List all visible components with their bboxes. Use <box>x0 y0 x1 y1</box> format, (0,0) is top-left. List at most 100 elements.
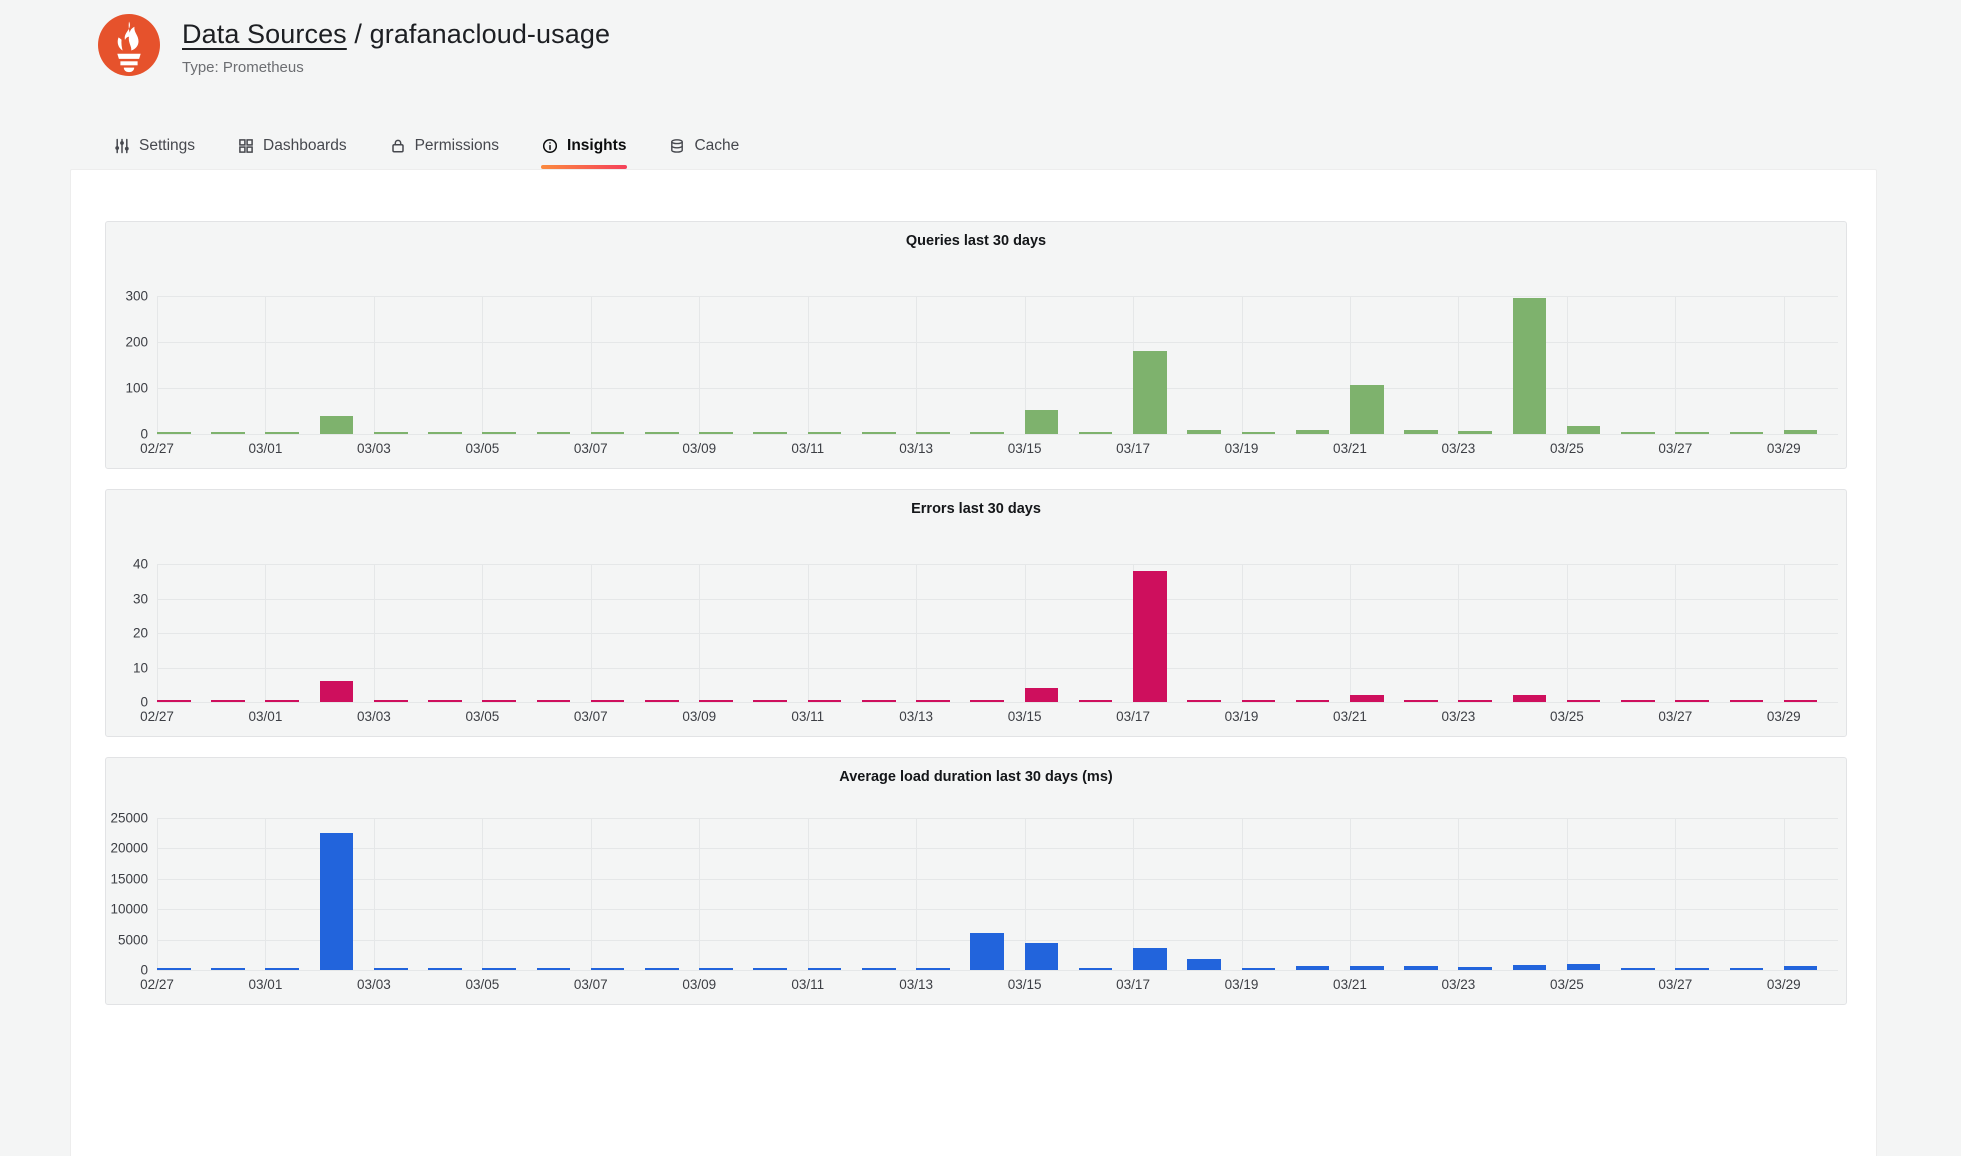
gridline-vertical <box>1458 818 1460 970</box>
load-duration-chart-panel: Average load duration last 30 days (ms) … <box>105 757 1847 1005</box>
bar <box>373 968 408 970</box>
tab-label: Cache <box>694 137 740 154</box>
errors-chart-plot: 0 10 20 30 40 02/27 03/01 03/03 03/05 03/07 03/09 0… <box>133 557 1838 724</box>
gridline-vertical <box>265 564 267 702</box>
bar <box>265 432 300 434</box>
gridline-horizontal <box>157 564 1838 565</box>
tab-dashboards[interactable]: Dashboards <box>237 127 348 169</box>
gridline-horizontal <box>157 598 1838 600</box>
tab-cache[interactable]: Cache <box>668 127 740 169</box>
x-axis-tick-label: 03/07 <box>573 709 608 724</box>
x-axis-tick-label: 03/21 <box>1333 441 1367 456</box>
gridline-horizontal <box>157 970 1838 971</box>
x-axis-tick-label: 03/07 <box>573 441 608 456</box>
x-axis-tick-label: 03/09 <box>682 441 717 456</box>
bar <box>1024 943 1059 970</box>
bar <box>319 681 354 702</box>
x-axis-tick-label: 03/11 <box>791 709 825 724</box>
x-axis-tick-label: 03/11 <box>791 977 825 992</box>
gridline-vertical <box>1675 296 1677 434</box>
bar <box>1458 700 1493 702</box>
gridline-vertical <box>807 818 809 970</box>
bar <box>1675 968 1709 970</box>
bar <box>1458 967 1493 970</box>
tab-label: Insights <box>567 137 627 154</box>
x-axis-tick-label: 03/25 <box>1549 977 1584 992</box>
chart-title: Average load duration last 30 days (ms) <box>839 769 1113 785</box>
gridline-vertical <box>590 818 592 970</box>
gridline-vertical <box>1783 296 1785 434</box>
bar <box>211 432 245 434</box>
x-axis-tick-label: 03/23 <box>1441 441 1476 456</box>
bar <box>1187 700 1221 702</box>
x-axis-tick-label: 03/01 <box>248 977 283 992</box>
bar <box>1024 410 1059 434</box>
tab-settings[interactable]: Settings <box>113 127 196 169</box>
bar <box>699 968 733 970</box>
x-axis-tick-label: 03/13 <box>899 709 934 724</box>
gridline-vertical <box>1349 818 1351 970</box>
bar <box>970 700 1004 702</box>
bar <box>970 933 1004 970</box>
bar <box>590 700 625 702</box>
x-axis-tick-label: 03/27 <box>1658 709 1693 724</box>
gridline-vertical <box>373 818 375 970</box>
y-axis-tick-label: 30 <box>132 591 148 606</box>
bar <box>916 968 950 970</box>
bar <box>645 968 679 970</box>
gridline-vertical <box>916 564 918 702</box>
tab-label: Dashboards <box>263 137 347 154</box>
y-axis-tick-label: 300 <box>125 288 148 304</box>
y-axis-tick-label: 0 <box>140 962 148 978</box>
bar <box>1349 385 1384 434</box>
gridline-horizontal <box>157 388 1838 389</box>
x-axis-tick-label: 03/17 <box>1116 977 1150 992</box>
x-axis-tick-label: 03/03 <box>356 977 391 992</box>
x-axis-tick-label: 03/03 <box>356 709 391 724</box>
bar <box>482 700 516 702</box>
tab-permissions[interactable]: Permissions <box>389 127 500 169</box>
x-axis-tick-label: 03/05 <box>465 441 500 456</box>
bar <box>1133 571 1167 702</box>
bar <box>807 432 842 434</box>
bar <box>211 700 245 702</box>
queries-chart-panel: Queries last 30 days 0 100 200 300 02/27 03/0… <box>105 221 1847 469</box>
tab-insights[interactable]: Insights <box>541 127 628 169</box>
gridline-horizontal <box>157 667 1838 669</box>
gridline-vertical <box>1783 818 1785 970</box>
x-axis-tick-label: 03/09 <box>682 709 717 724</box>
x-axis-tick-label: 03/17 <box>1116 441 1150 456</box>
bar <box>699 700 733 702</box>
x-axis-tick-label: 03/17 <box>1116 709 1150 724</box>
y-axis-tick-label: 20 <box>132 625 148 641</box>
bar <box>645 432 679 434</box>
bar <box>1566 700 1601 702</box>
bar <box>807 700 842 702</box>
sliders-icon <box>114 138 130 154</box>
bar <box>373 700 408 702</box>
bar <box>753 700 788 702</box>
gridline-vertical <box>1133 818 1135 970</box>
gridline-vertical <box>699 564 701 702</box>
bar <box>157 968 191 970</box>
y-axis-tick-label: 10000 <box>110 901 148 917</box>
grid-icon <box>238 138 254 154</box>
content-card: Queries last 30 days 0 100 200 300 02/27 03/0… <box>70 169 1877 1156</box>
datasource-name: grafanacloud-usage <box>369 19 611 49</box>
x-axis-tick-label: 03/07 <box>573 977 608 992</box>
x-axis-tick-label: 03/05 <box>465 709 500 724</box>
bar <box>1241 968 1276 970</box>
bar <box>428 968 462 970</box>
bar <box>1295 966 1330 970</box>
x-axis-tick-label: 03/21 <box>1333 977 1367 992</box>
info-circle-icon <box>542 138 558 154</box>
x-axis-tick-label: 03/19 <box>1224 709 1259 724</box>
bar <box>590 432 625 434</box>
lock-icon <box>390 138 406 154</box>
gridline-vertical <box>590 564 592 702</box>
bar <box>1512 695 1547 702</box>
breadcrumb-link-data-sources[interactable]: Data Sources <box>182 19 347 49</box>
bar <box>536 700 571 702</box>
y-axis-tick-label: 0 <box>140 694 148 710</box>
gridline-vertical <box>1675 564 1677 702</box>
